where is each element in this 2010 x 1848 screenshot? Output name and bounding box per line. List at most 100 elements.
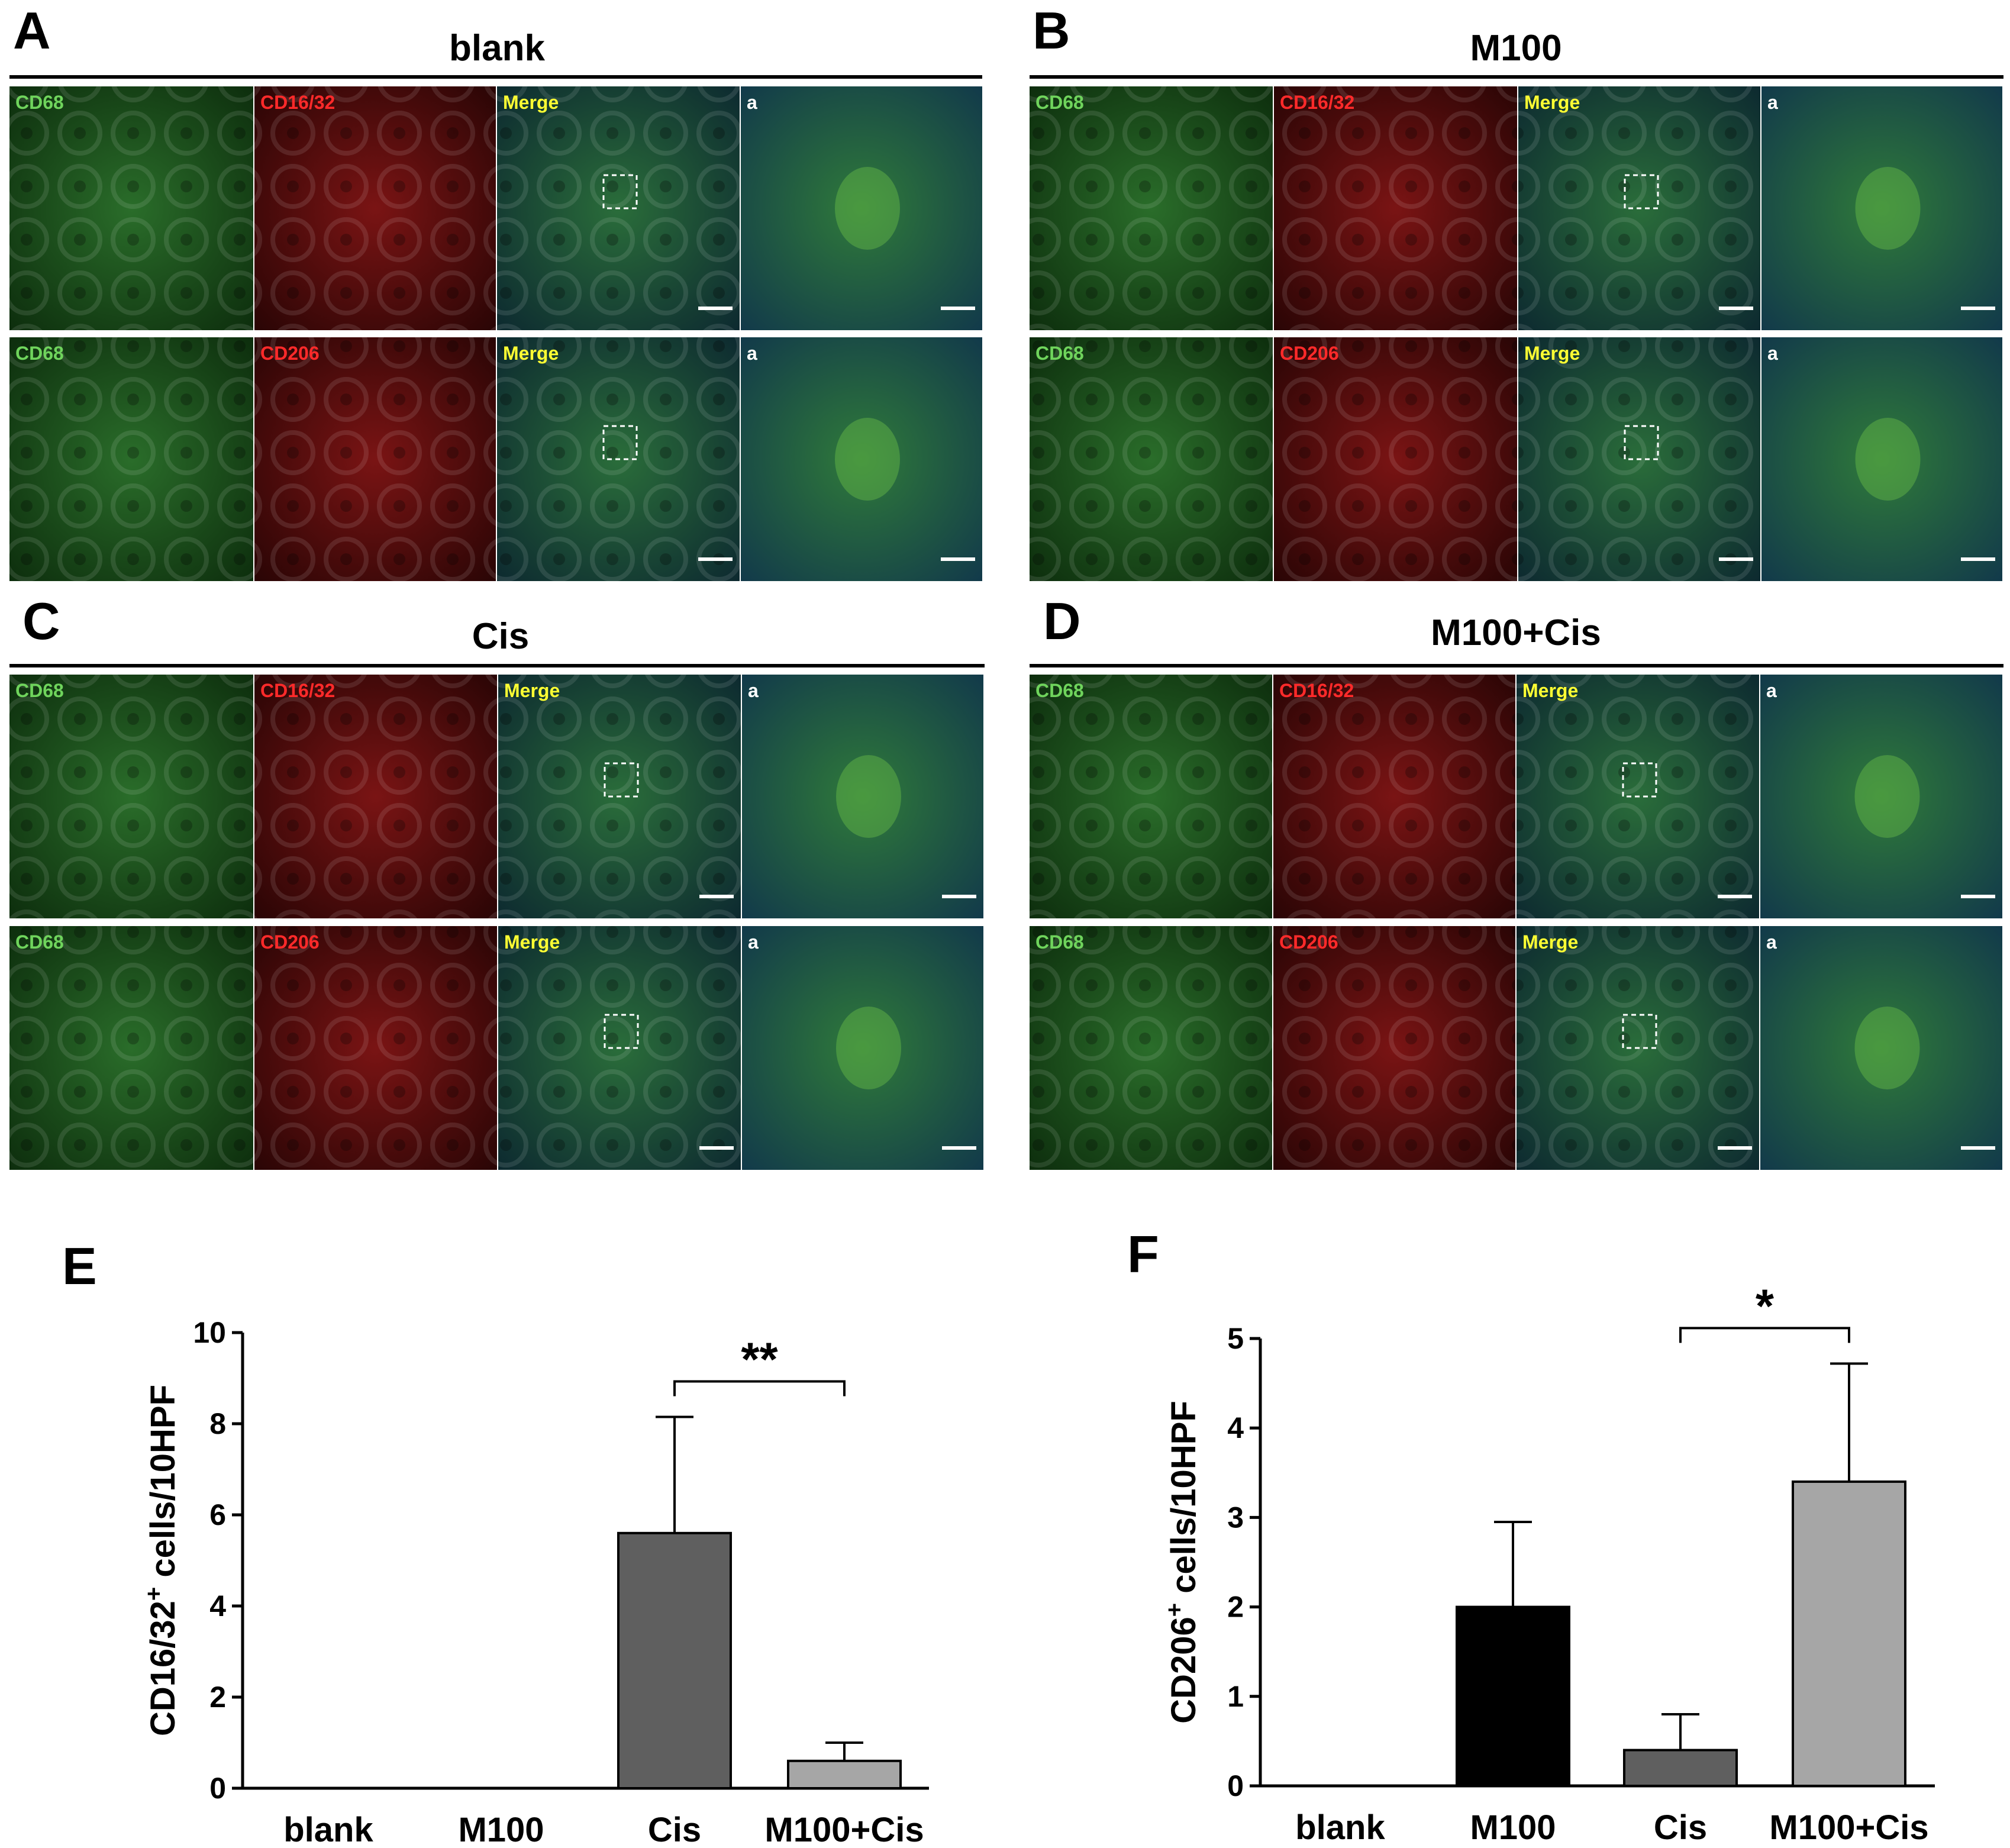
tissue-texture [1030,926,1272,1170]
macrophage-cell [836,1007,901,1089]
scale-bar [698,307,733,310]
x-tick-label: blank [283,1811,373,1848]
tissue-texture [1030,86,1273,330]
channel-label: CD206 [1280,343,1339,364]
y-tick-label: 0 [209,1772,226,1805]
channel-label: CD68 [15,92,64,113]
y-tick-label: 4 [1227,1411,1244,1444]
scale-bar [941,557,975,561]
y-axis-label-units: cells/10HPF [144,1385,182,1587]
scale-bar [1719,557,1753,561]
channel-label: Merge [1522,680,1578,701]
bar [1792,1480,1906,1787]
tissue-texture [1030,675,1272,918]
zoom-inset-image [741,86,982,330]
channel-label: a [748,931,759,953]
image-row: CD68 CD206 Merge a [1030,926,2002,1170]
channel-label: CD68 [1035,931,1084,953]
tissue-texture [1273,675,1515,918]
inset-box [1624,425,1659,460]
significance-label: ** [741,1333,778,1385]
tissue-texture [9,86,253,330]
y-axis-label-main: CD206 [1164,1617,1203,1724]
channel-label: CD68 [1035,343,1084,364]
micrograph-panel-b: B M100 CD68 CD16/32 Merge a CD68 CD206 Merge a [1030,1,2003,581]
zoom-inset-image [1760,675,2002,918]
channel-label: CD16/32 [260,680,335,701]
channel-label: CD16/32 [1279,680,1354,701]
y-tick-label: 2 [209,1681,226,1714]
scale-bar [1718,895,1752,898]
tissue-texture [1273,926,1515,1170]
channel-label: CD68 [15,680,64,701]
zoom-inset-image [741,337,982,581]
chart-e: E 0 2 4 6 8 10 CD16/32+ cells/10HPF blank M100 Cis… [62,1237,929,1848]
zoom-inset-image [742,675,983,918]
channel-label: Merge [503,92,559,113]
inset-box [604,1014,639,1049]
channel-label: Merge [1524,92,1580,113]
bar [1623,1749,1738,1788]
chart-f: F 0 1 2 3 4 5 CD206+ cells/10HPF blank M100 Cis M10… [1127,1225,1935,1847]
tissue-texture [1030,337,1273,581]
panel-title: M100 [1470,28,1561,69]
inset-box [602,425,638,460]
y-axis-label-superscript: + [1162,1603,1188,1617]
panel-title: M100+Cis [1431,612,1601,653]
tissue-texture [254,675,497,918]
channel-label: Merge [504,931,560,953]
scale-bar [699,895,734,898]
panel-letter: B [1033,1,1070,60]
y-tick-label: 4 [209,1589,226,1623]
channel-label: CD206 [260,343,320,364]
image-row: CD68 CD16/32 Merge a [9,86,982,330]
image-row: CD68 CD16/32 Merge a [1030,86,2002,330]
y-tick-label: 8 [209,1407,226,1440]
inset-box [1622,1014,1657,1049]
channel-label: CD206 [1279,931,1338,953]
channel-label: Merge [1522,931,1578,953]
significance-bracket: * [1679,1279,1850,1343]
scale-bar [698,557,733,561]
channel-label: a [1767,343,1778,364]
macrophage-cell [1855,418,1921,501]
panel-title: blank [449,28,545,69]
y-tick-label: 10 [193,1316,226,1349]
scale-bar [942,895,976,898]
scale-bar [942,1146,976,1150]
macrophage-cell [1855,167,1921,250]
tissue-texture [9,675,253,918]
significance-label: * [1756,1279,1775,1332]
zoom-inset-image [1761,337,2002,581]
scale-bar [941,307,975,310]
bar [1456,1605,1570,1788]
channel-label: CD68 [1035,92,1084,113]
channel-label: CD68 [15,343,64,364]
image-row: CD68 CD206 Merge a [9,337,982,581]
panel-letter: A [13,1,51,60]
macrophage-cell [1854,755,1920,838]
channel-label: a [1766,680,1777,701]
macrophage-cell [835,418,900,501]
inset-box [1622,762,1657,798]
scale-bar [1718,1146,1752,1150]
y-tick-label: 5 [1227,1322,1244,1355]
y-axis-label-superscript: + [141,1587,167,1601]
x-tick-label: M100+Cis [1769,1808,1928,1847]
y-tick-label: 0 [1227,1769,1244,1802]
macrophage-cell [836,755,901,838]
tissue-texture [9,926,253,1170]
panel-letter: E [62,1237,97,1295]
channel-label: a [748,680,759,701]
scale-bar [1961,307,1995,310]
channel-label: CD16/32 [1280,92,1354,113]
channel-label: CD206 [260,931,320,953]
x-tick-label: M100 [458,1811,544,1848]
channel-label: Merge [504,680,560,701]
channel-label: a [747,92,757,113]
tissue-texture [254,86,496,330]
y-axis-label: CD16/32+ cells/10HPF [141,1385,182,1736]
